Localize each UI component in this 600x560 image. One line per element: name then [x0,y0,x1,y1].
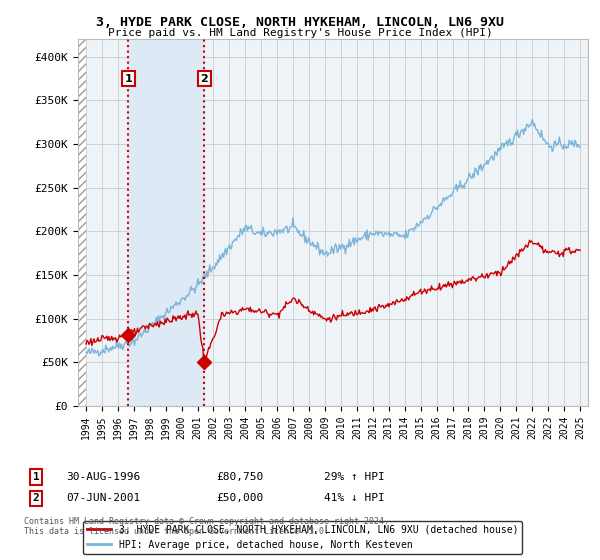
Text: 2: 2 [200,73,208,83]
Text: 30-AUG-1996: 30-AUG-1996 [66,472,140,482]
Legend: 3, HYDE PARK CLOSE, NORTH HYKEHAM, LINCOLN, LN6 9XU (detached house), HPI: Avera: 3, HYDE PARK CLOSE, NORTH HYKEHAM, LINCO… [83,521,522,553]
Bar [128,39,205,406]
Text: £80,750: £80,750 [216,472,263,482]
Bar [78,39,86,406]
Text: This data is licensed under the Open Government Licence v3.0.: This data is licensed under the Open Gov… [24,528,329,536]
Text: Contains HM Land Registry data © Crown copyright and database right 2024.: Contains HM Land Registry data © Crown c… [24,517,389,526]
Text: 2: 2 [32,493,40,503]
Text: £50,000: £50,000 [216,493,263,503]
Text: 41% ↓ HPI: 41% ↓ HPI [324,493,385,503]
Text: 3, HYDE PARK CLOSE, NORTH HYKEHAM, LINCOLN, LN6 9XU: 3, HYDE PARK CLOSE, NORTH HYKEHAM, LINCO… [96,16,504,29]
Text: 29% ↑ HPI: 29% ↑ HPI [324,472,385,482]
Text: Price paid vs. HM Land Registry's House Price Index (HPI): Price paid vs. HM Land Registry's House … [107,28,493,38]
Text: 07-JUN-2001: 07-JUN-2001 [66,493,140,503]
Text: 1: 1 [32,472,40,482]
Text: 1: 1 [124,73,132,83]
